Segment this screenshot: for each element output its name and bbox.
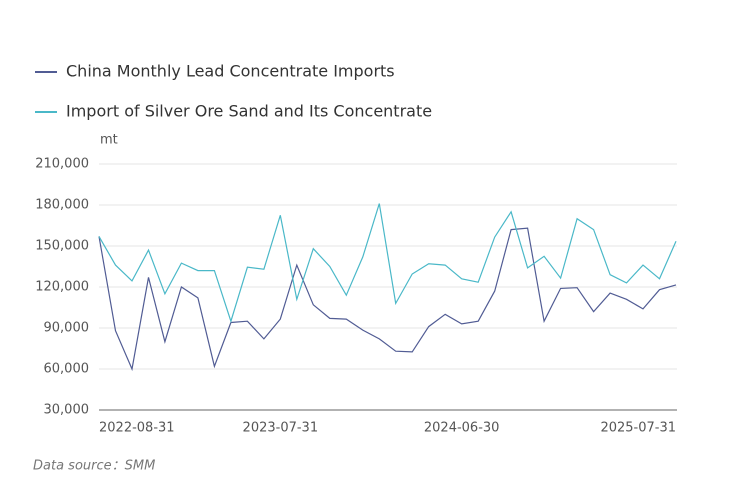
legend-label: Import of Silver Ore Sand and Its Concen… [66, 102, 432, 121]
x-tick-label: 2023-07-31 [243, 421, 319, 436]
y-tick-label: 30,000 [44, 403, 90, 418]
series-line [98, 227, 677, 372]
y-tick-label: 210,000 [35, 157, 89, 172]
x-tick-label: 2024-06-30 [424, 421, 500, 436]
x-tick-label: 2025-07-31 [600, 421, 676, 436]
y-tick-label: 180,000 [35, 198, 89, 213]
legend-label: China Monthly Lead Concentrate Imports [66, 62, 395, 81]
series-line [98, 203, 677, 324]
x-tick-label: 2022-08-31 [99, 421, 175, 436]
y-axis-label: mt [100, 133, 118, 148]
y-tick-label: 90,000 [44, 321, 90, 336]
source: Data source：SMM [33, 459, 155, 474]
y-tick-label: 120,000 [35, 280, 89, 295]
y-tick-label: 150,000 [35, 239, 89, 254]
y-tick-label: 60,000 [44, 362, 90, 377]
